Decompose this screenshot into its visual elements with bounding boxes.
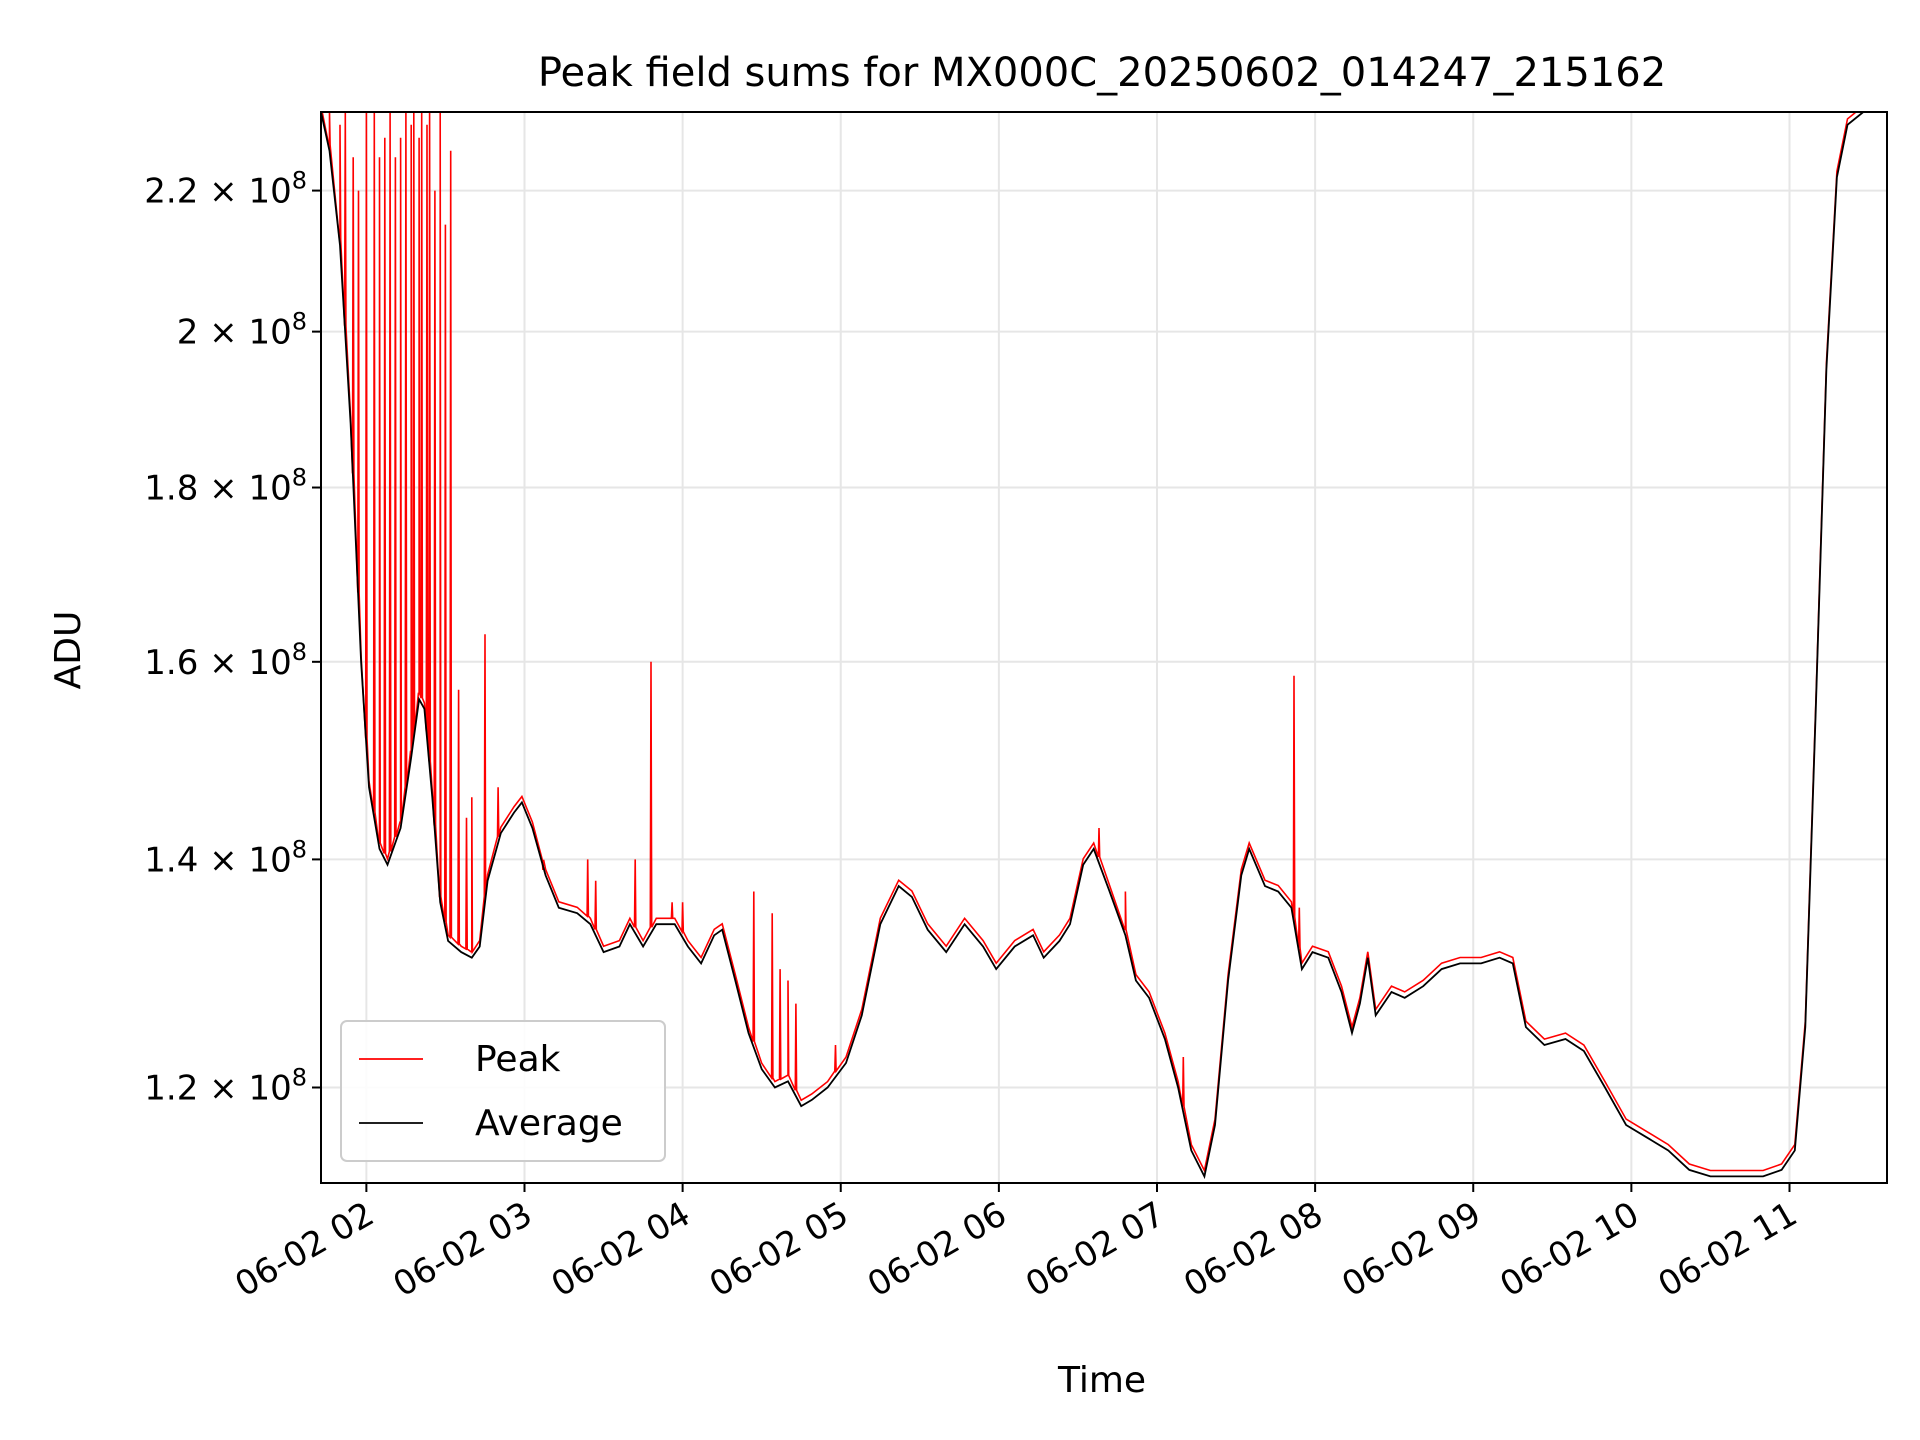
series-average-line (321, 112, 1887, 1180)
gridlines (321, 112, 1887, 1183)
x-axis-label: Time (1057, 1360, 1146, 1401)
legend-box (340, 1020, 666, 1162)
y-axis-label: ADU (48, 611, 89, 690)
y-axis: 1.2 × 108 1.4 × 108 1.6 × 108 1.8 × 108 2 × … (144, 167, 321, 1109)
y-tick-label: 1.2 × 108 (144, 1064, 307, 1109)
legend-label-peak: Peak (475, 1039, 561, 1080)
series-peak-line (321, 112, 1858, 1173)
chart-title: Peak field sums for MX000C_20250602_0142… (538, 50, 1666, 96)
plot-area (321, 112, 1887, 1180)
y-tick-label: 1.6 × 108 (144, 638, 307, 683)
y-tick-label: 1.8 × 108 (144, 464, 307, 509)
legend: Peak Average (340, 1020, 666, 1162)
legend-label-average: Average (475, 1103, 623, 1144)
y-tick-label: 1.4 × 108 (144, 835, 307, 880)
plot-frame (320, 111, 1888, 1184)
y-tick-label: 2 × 108 (177, 308, 307, 353)
y-tick-label: 2.2 × 108 (144, 167, 307, 212)
